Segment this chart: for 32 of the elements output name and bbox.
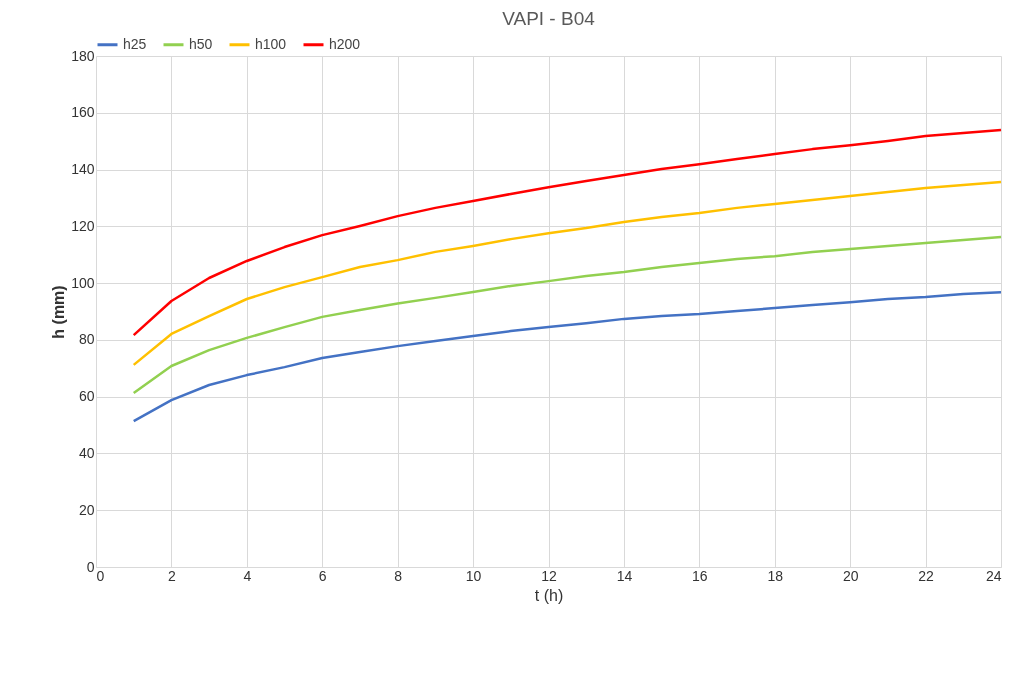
legend-label: h25: [123, 35, 147, 52]
x-tick-label: 20: [842, 567, 859, 584]
chart-title: VAPI - B04: [502, 8, 596, 29]
x-tick-label: 18: [767, 567, 784, 584]
y-tick-label: 20: [78, 501, 95, 518]
x-tick-label: 8: [394, 567, 403, 584]
y-tick-label: 100: [71, 274, 95, 291]
legend-label: h100: [255, 35, 287, 52]
x-tick-label: 16: [692, 567, 708, 584]
line-series: [132, 128, 1003, 337]
x-axis-title: t (h): [534, 586, 564, 604]
y-tick-label: 80: [78, 331, 95, 348]
y-tick-label: 160: [71, 104, 95, 121]
y-axis-title: h (mm): [50, 285, 68, 339]
line-series: [132, 180, 1003, 367]
x-tick-label: 12: [541, 567, 557, 584]
x-tick-label: 2: [168, 567, 177, 584]
legend-label: h50: [189, 35, 213, 52]
legend-label: h200: [329, 35, 361, 52]
y-tick-label: 120: [71, 217, 95, 234]
x-tick-label: 24: [985, 567, 1002, 584]
line-series: [132, 290, 1003, 423]
y-tick-label: 60: [78, 388, 95, 405]
x-tick-label: 4: [243, 567, 252, 584]
x-tick-label: 6: [318, 567, 327, 584]
y-tick-label: 180: [71, 47, 95, 64]
line-series: [132, 235, 1003, 395]
x-tick-label: 14: [616, 567, 633, 584]
x-tick-label: 22: [918, 567, 935, 584]
x-tick-label: 10: [465, 567, 482, 584]
y-tick-label: 140: [71, 161, 95, 178]
y-tick-label: 40: [78, 444, 95, 461]
